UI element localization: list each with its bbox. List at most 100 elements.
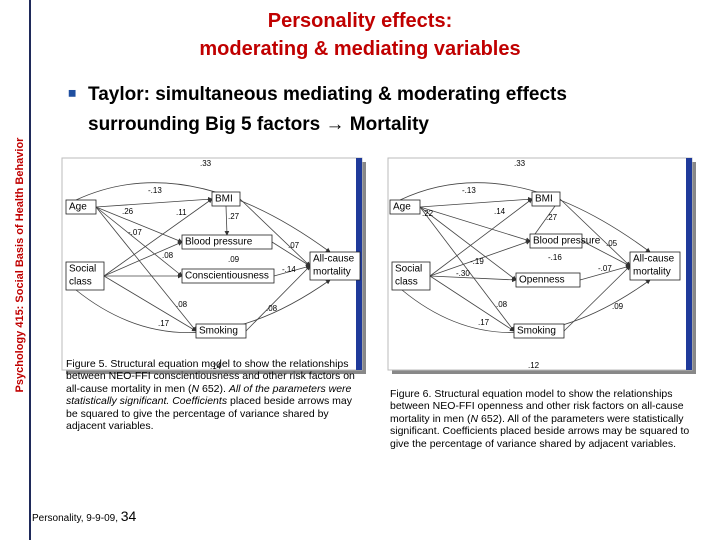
node-box	[181, 268, 275, 284]
arrow	[95, 206, 197, 332]
arrow	[419, 206, 517, 281]
coefficient: .27	[228, 212, 240, 221]
node-label: class	[69, 277, 92, 288]
node-box	[211, 191, 241, 207]
node-box	[513, 323, 565, 339]
coefficient: .08	[176, 300, 188, 309]
arrow	[103, 241, 183, 277]
node-label: Age	[69, 202, 87, 213]
node-label: Smoking	[199, 326, 238, 337]
node-box	[389, 199, 421, 215]
node-label: Blood pressure	[533, 236, 601, 247]
arrow	[239, 198, 311, 267]
coefficient: .05	[606, 239, 618, 248]
coefficient: .26	[122, 207, 134, 216]
node-box	[309, 251, 361, 281]
arrow	[429, 240, 531, 277]
coefficient: .12	[528, 361, 540, 370]
coefficient: -.30	[456, 269, 470, 278]
arrow	[419, 196, 533, 208]
page-number: 34	[120, 508, 137, 524]
caption: Figure 6. Structural equation model to s…	[390, 388, 690, 450]
coefficient: -.07	[598, 264, 612, 273]
arrow	[563, 265, 631, 332]
node-label: Age	[393, 202, 411, 213]
arrow	[429, 275, 515, 332]
curved-arrow	[75, 182, 331, 253]
node-label: All-cause	[633, 254, 675, 265]
footer: Personality, 9-9-09, 34	[32, 508, 136, 524]
node-label: All-cause	[313, 254, 355, 265]
arrow	[579, 264, 631, 281]
coefficient: -.14	[282, 265, 296, 274]
coefficient: .33	[200, 159, 212, 168]
node-box	[195, 323, 247, 339]
arrow	[419, 206, 531, 243]
caption-text: Figure 5. Structural equation model to s…	[66, 358, 355, 395]
arrow	[245, 265, 311, 332]
coefficient: .08	[266, 304, 278, 313]
arrow	[419, 206, 515, 332]
node-label: Social	[395, 264, 422, 275]
arrow	[559, 198, 631, 267]
arrow	[103, 275, 197, 332]
arrow	[95, 206, 183, 243]
panel-edge	[686, 158, 692, 370]
arrow	[581, 240, 631, 267]
coefficient: .33	[514, 159, 526, 168]
arrow	[224, 205, 230, 236]
arrow	[273, 264, 311, 277]
arrow	[95, 196, 213, 208]
node-box	[181, 234, 273, 250]
node-box	[531, 191, 561, 207]
coefficient: .17	[478, 318, 490, 327]
node-label: BMI	[215, 194, 233, 205]
title-line: Personality effects:	[267, 10, 453, 32]
caption-text: 652).	[199, 382, 229, 395]
coefficient: .27	[546, 213, 558, 222]
coefficient: .22	[422, 209, 434, 218]
caption-text: placed beside arrows may be squared to g…	[66, 395, 352, 433]
arrow	[271, 241, 311, 267]
coefficient: .14	[494, 207, 506, 216]
node-label: mortality	[633, 267, 671, 278]
node-box	[629, 251, 681, 281]
arrow	[103, 198, 213, 277]
node-label: Smoking	[517, 326, 556, 337]
coefficient: .17	[158, 319, 170, 328]
node-box	[391, 261, 431, 291]
coefficient: -.13	[462, 186, 476, 195]
coefficient: .14	[210, 362, 222, 371]
node-label: Openness	[519, 275, 565, 286]
caption-text: 652). All of the parameters were statist…	[390, 412, 690, 450]
coefficient: -.13	[148, 186, 162, 195]
bullet-line: Taylor: simultaneous mediating & moderat…	[88, 84, 567, 105]
bullet-marker: ■	[68, 85, 76, 101]
curved-arrow	[75, 279, 331, 333]
coefficient: .09	[612, 302, 624, 311]
curved-arrow	[399, 182, 651, 253]
node-box	[65, 199, 97, 215]
coefficient: .08	[496, 300, 508, 309]
footer-text: Personality, 9-9-09,	[32, 513, 121, 524]
node-label: class	[395, 277, 418, 288]
caption-text: N	[191, 382, 200, 395]
node-label: Conscientiousness	[185, 271, 269, 282]
coefficient: -.19	[470, 257, 484, 266]
arrow	[429, 198, 533, 277]
caption-text: All of the parameters were statistically…	[66, 382, 352, 408]
caption-text: N	[470, 412, 479, 425]
node-box	[529, 233, 583, 249]
node-label: Social	[69, 264, 96, 275]
bullet-line: surrounding Big 5 factors → Mortality	[88, 114, 429, 135]
arrow	[429, 275, 517, 283]
coefficient: .11	[176, 208, 187, 217]
node-box	[65, 261, 105, 291]
title-line: moderating & mediating variables	[199, 38, 521, 60]
node-label: BMI	[535, 194, 553, 205]
coefficient: -.16	[548, 253, 562, 262]
node-box	[515, 272, 581, 288]
coefficient: .08	[162, 251, 174, 260]
